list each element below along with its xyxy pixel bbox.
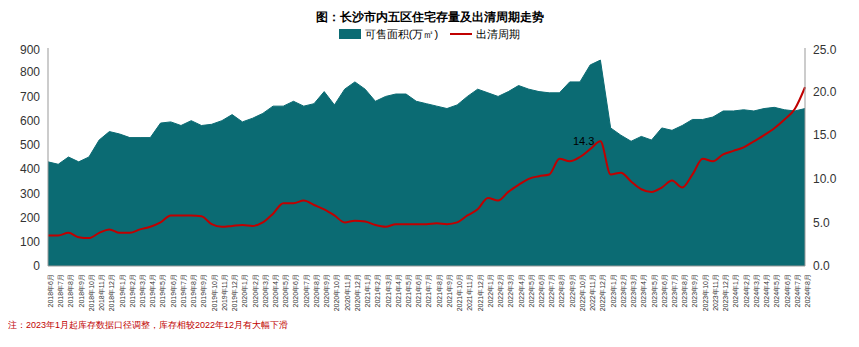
svg-text:2024年2月: 2024年2月 — [743, 274, 750, 307]
svg-text:15.0: 15.0 — [813, 128, 837, 142]
svg-text:2023年12月: 2023年12月 — [722, 274, 729, 311]
svg-text:2024年6月: 2024年6月 — [784, 274, 791, 307]
svg-text:2018年12月: 2018年12月 — [108, 274, 115, 311]
svg-text:2023年4月: 2023年4月 — [640, 274, 647, 307]
svg-text:20.0: 20.0 — [813, 85, 837, 99]
svg-text:2021年11月: 2021年11月 — [466, 274, 473, 311]
svg-text:2019年4月: 2019年4月 — [149, 274, 156, 307]
svg-text:2022年8月: 2022年8月 — [558, 274, 565, 307]
svg-text:5.0: 5.0 — [813, 216, 830, 230]
svg-text:25.0: 25.0 — [813, 43, 837, 57]
svg-text:2023年2月: 2023年2月 — [620, 274, 627, 307]
svg-text:2019年12月: 2019年12月 — [231, 274, 238, 311]
svg-text:2023年7月: 2023年7月 — [671, 274, 678, 307]
svg-text:2021年12月: 2021年12月 — [477, 274, 484, 311]
svg-text:2023年6月: 2023年6月 — [661, 274, 668, 307]
svg-text:2019年2月: 2019年2月 — [129, 274, 136, 307]
html-text:出清周期: 出清周期 — [476, 28, 521, 40]
svg-text:2023年9月: 2023年9月 — [691, 274, 698, 307]
svg-text:2022年4月: 2022年4月 — [518, 274, 525, 307]
svg-text:2023年8月: 2023年8月 — [681, 274, 688, 307]
svg-text:900: 900 — [20, 43, 40, 57]
svg-text:2022年7月: 2022年7月 — [548, 274, 555, 307]
svg-text:2023年10月: 2023年10月 — [702, 274, 709, 311]
svg-text:2018年10月: 2018年10月 — [88, 274, 95, 311]
svg-text:14.3: 14.3 — [573, 135, 594, 147]
svg-text:2021年6月: 2021年6月 — [415, 274, 422, 307]
svg-text:100: 100 — [20, 235, 40, 249]
svg-text:2022年10月: 2022年10月 — [579, 274, 586, 311]
svg-text:2019年7月: 2019年7月 — [180, 274, 187, 307]
svg-text:2023年1月: 2023年1月 — [610, 274, 617, 307]
svg-text:2019年9月: 2019年9月 — [200, 274, 207, 307]
svg-text:0: 0 — [33, 259, 40, 273]
svg-text:2020年9月: 2020年9月 — [323, 274, 330, 307]
svg-text:2021年9月: 2021年9月 — [446, 274, 453, 307]
svg-text:2020年6月: 2020年6月 — [292, 274, 299, 307]
svg-text:2024年7月: 2024年7月 — [794, 274, 801, 307]
svg-text:2020年2月: 2020年2月 — [252, 274, 259, 307]
svg-text:400: 400 — [20, 162, 40, 176]
svg-text:2022年6月: 2022年6月 — [538, 274, 545, 307]
html-text:图：长沙市内五区住宅存量及出清周期走势: 图：长沙市内五区住宅存量及出清周期走势 — [315, 10, 544, 24]
svg-text:2019年3月: 2019年3月 — [139, 274, 146, 307]
svg-text:2022年5月: 2022年5月 — [528, 274, 535, 307]
svg-text:2021年5月: 2021年5月 — [405, 274, 412, 307]
svg-text:2020年7月: 2020年7月 — [303, 274, 310, 307]
svg-text:2024年1月: 2024年1月 — [732, 274, 739, 307]
svg-text:2022年2月: 2022年2月 — [497, 274, 504, 307]
svg-text:2018年9月: 2018年9月 — [78, 274, 85, 307]
svg-text:2019年1月: 2019年1月 — [119, 274, 126, 307]
svg-text:500: 500 — [20, 138, 40, 152]
svg-text:2024年5月: 2024年5月 — [773, 274, 780, 307]
svg-text:2019年6月: 2019年6月 — [170, 274, 177, 307]
svg-text:2019年8月: 2019年8月 — [190, 274, 197, 307]
svg-text:2022年1月: 2022年1月 — [487, 274, 494, 307]
svg-text:2022年3月: 2022年3月 — [507, 274, 514, 307]
svg-text:2022年11月: 2022年11月 — [589, 274, 596, 311]
svg-text:2020年4月: 2020年4月 — [272, 274, 279, 307]
svg-text:2018年7月: 2018年7月 — [57, 274, 64, 307]
svg-text:800: 800 — [20, 65, 40, 79]
svg-text:2021年7月: 2021年7月 — [425, 274, 432, 307]
svg-text:2019年10月: 2019年10月 — [211, 274, 218, 311]
svg-text:200: 200 — [20, 211, 40, 225]
svg-text:2024年4月: 2024年4月 — [763, 274, 770, 307]
svg-text:2020年1月: 2020年1月 — [241, 274, 248, 307]
html-text:可售面积(万㎡): 可售面积(万㎡) — [364, 28, 439, 40]
svg-text:2020年11月: 2020年11月 — [344, 274, 351, 311]
svg-text:2024年3月: 2024年3月 — [753, 274, 760, 307]
svg-text:2021年1月: 2021年1月 — [364, 274, 371, 307]
svg-text:2018年6月: 2018年6月 — [47, 274, 54, 307]
svg-text:0.0: 0.0 — [813, 259, 830, 273]
svg-text:2021年4月: 2021年4月 — [395, 274, 402, 307]
svg-text:2024年8月: 2024年8月 — [804, 274, 811, 307]
svg-text:2021年8月: 2021年8月 — [436, 274, 443, 307]
svg-text:2019年5月: 2019年5月 — [159, 274, 166, 307]
svg-text:10.0: 10.0 — [813, 172, 837, 186]
svg-text:2019年11月: 2019年11月 — [221, 274, 228, 311]
svg-text:2021年2月: 2021年2月 — [374, 274, 381, 307]
svg-text:2021年3月: 2021年3月 — [385, 274, 392, 307]
svg-text:2020年8月: 2020年8月 — [313, 274, 320, 307]
svg-text:2022年12月: 2022年12月 — [599, 274, 606, 311]
svg-text:700: 700 — [20, 90, 40, 104]
svg-text:2023年11月: 2023年11月 — [712, 274, 719, 311]
svg-text:2018年11月: 2018年11月 — [98, 274, 105, 311]
svg-text:2023年3月: 2023年3月 — [630, 274, 637, 307]
svg-text:2020年10月: 2020年10月 — [333, 274, 340, 311]
svg-text:2020年3月: 2020年3月 — [262, 274, 269, 307]
svg-text:2021年10月: 2021年10月 — [456, 274, 463, 311]
svg-text:2020年12月: 2020年12月 — [354, 274, 361, 311]
svg-text:2020年5月: 2020年5月 — [282, 274, 289, 307]
svg-text:2022年9月: 2022年9月 — [569, 274, 576, 307]
svg-text:2023年5月: 2023年5月 — [651, 274, 658, 307]
html-text:注：2023年1月起库存数据口径调整，库存相较2022年12: 注：2023年1月起库存数据口径调整，库存相较2022年12月有大幅下滑 — [8, 320, 289, 330]
svg-text:600: 600 — [20, 114, 40, 128]
svg-text:300: 300 — [20, 187, 40, 201]
svg-text:2018年8月: 2018年8月 — [67, 274, 74, 307]
